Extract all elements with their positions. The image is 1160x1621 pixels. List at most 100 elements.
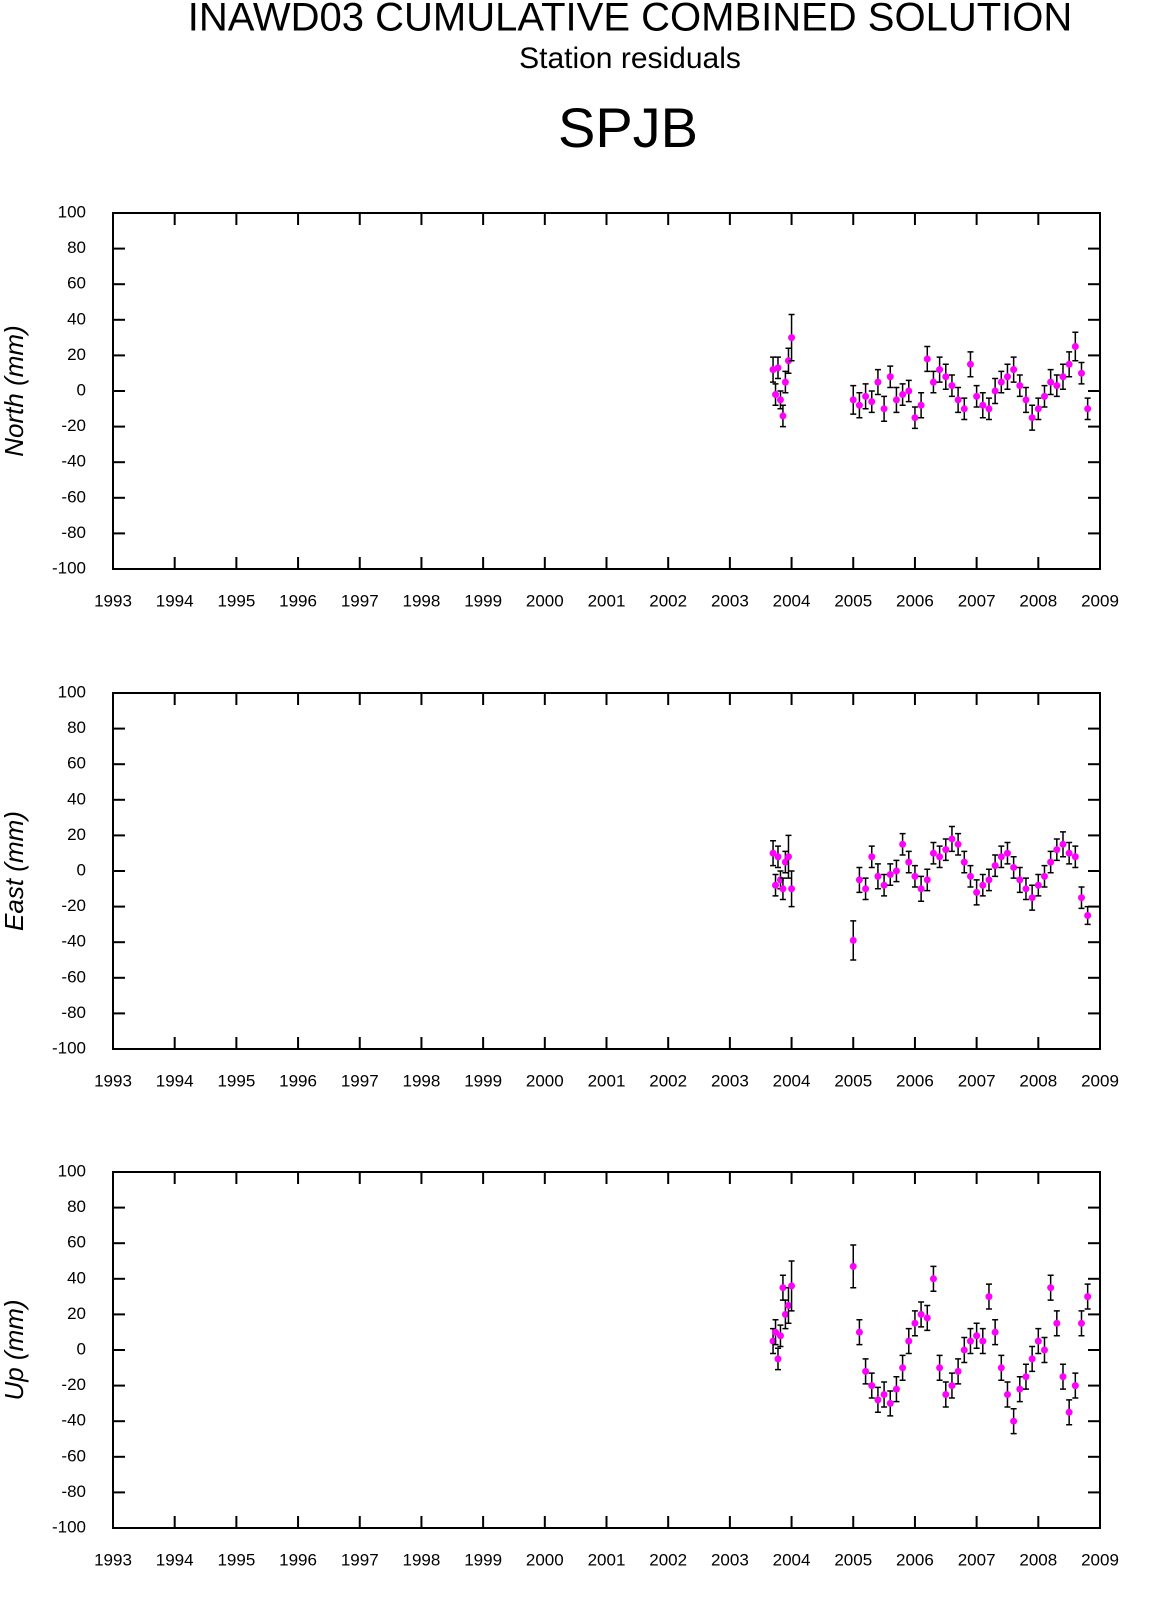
data-point: [917, 1310, 925, 1318]
y-tick-label: -60: [61, 1446, 86, 1465]
y-tick-label: 0: [77, 860, 86, 879]
y-tick-label: -60: [61, 967, 86, 986]
y-tick-label: 80: [67, 1197, 86, 1216]
x-tick-label: 2005: [834, 591, 872, 610]
data-point: [1040, 392, 1048, 400]
x-tick-label: 1999: [464, 591, 502, 610]
data-point: [985, 876, 993, 884]
data-point: [1010, 366, 1018, 374]
data-point: [1028, 894, 1036, 902]
data-point: [874, 872, 882, 880]
y-tick-label: 80: [67, 238, 86, 257]
y-tick-label: -60: [61, 487, 86, 506]
data-point: [899, 391, 907, 399]
x-tick-label: 1999: [464, 1550, 502, 1569]
data-point: [1040, 872, 1048, 880]
x-tick-label: 2005: [834, 1550, 872, 1569]
data-point: [966, 872, 974, 880]
data-point: [784, 853, 792, 861]
x-tick-label: 1999: [464, 1071, 502, 1090]
x-tick-label: 2004: [773, 1550, 811, 1569]
data-point: [886, 871, 894, 879]
data-point: [1077, 369, 1085, 377]
data-point: [997, 1364, 1005, 1372]
data-point: [923, 355, 931, 363]
data-point: [1034, 881, 1042, 889]
data-point: [862, 885, 870, 893]
y-tick-label: -20: [61, 896, 86, 915]
x-tick-label: 1995: [217, 1550, 255, 1569]
y-tick-label: 0: [77, 1339, 86, 1358]
data-point: [779, 1284, 787, 1292]
y-tick-label: 20: [67, 345, 86, 364]
y-tick-label: 60: [67, 1233, 86, 1252]
x-tick-label: 2005: [834, 1071, 872, 1090]
data-point: [880, 405, 888, 413]
data-point: [862, 1367, 870, 1375]
data-point: [1022, 885, 1030, 893]
data-point: [772, 1328, 780, 1336]
data-point: [1071, 853, 1079, 861]
data-point: [1059, 373, 1067, 381]
data-point: [1028, 1355, 1036, 1363]
data-point: [1028, 414, 1036, 422]
data-point: [779, 885, 787, 893]
data-point: [948, 382, 956, 390]
data-point: [1010, 1417, 1018, 1425]
data-point: [948, 1382, 956, 1390]
data-point: [954, 1367, 962, 1375]
data-point: [899, 1364, 907, 1372]
x-tick-label: 2007: [958, 591, 996, 610]
data-point: [1003, 849, 1011, 857]
data-point: [1034, 1337, 1042, 1345]
y-tick-label: -40: [61, 932, 86, 951]
station-name: SPJB: [558, 96, 698, 159]
data-point: [1016, 382, 1024, 390]
x-tick-label: 1996: [279, 1550, 317, 1569]
y-tick-label: -20: [61, 416, 86, 435]
y-tick-label: -80: [61, 1003, 86, 1022]
data-point: [1047, 378, 1055, 386]
y-tick-label: -40: [61, 452, 86, 471]
x-tick-label: 2006: [896, 1071, 934, 1090]
data-point: [1053, 382, 1061, 390]
x-tick-label: 2000: [526, 1071, 564, 1090]
y-axis-label: Up (mm): [0, 1299, 29, 1400]
y-tick-label: 40: [67, 309, 86, 328]
data-point: [942, 373, 950, 381]
data-point: [905, 1337, 913, 1345]
x-tick-label: 2009: [1081, 1071, 1119, 1090]
data-point: [942, 1391, 950, 1398]
figure-title: INAWD03 CUMULATIVE COMBINED SOLUTION: [188, 0, 1073, 40]
data-point: [1034, 405, 1042, 413]
x-tick-label: 1995: [217, 591, 255, 610]
data-point: [936, 853, 944, 861]
x-tick-label: 2001: [588, 1071, 626, 1090]
data-point: [991, 862, 999, 870]
data-point: [781, 858, 789, 866]
data-point: [849, 1262, 857, 1270]
y-tick-label: 100: [58, 1161, 86, 1180]
data-point: [954, 396, 962, 404]
x-tick-label: 2003: [711, 1550, 749, 1569]
y-tick-label: -100: [52, 1517, 86, 1536]
data-point: [1065, 849, 1073, 857]
x-tick-label: 1997: [341, 1550, 379, 1569]
data-point: [1047, 858, 1055, 866]
data-point: [997, 378, 1005, 386]
data-point: [769, 849, 777, 857]
x-tick-label: 2002: [649, 1071, 687, 1090]
data-point: [960, 858, 968, 866]
y-tick-label: 0: [77, 380, 86, 399]
data-point: [1003, 1391, 1011, 1398]
data-point: [874, 378, 882, 386]
data-point: [862, 392, 870, 400]
data-point: [960, 1346, 968, 1354]
x-tick-label: 2001: [588, 1550, 626, 1569]
data-point: [1040, 1346, 1048, 1354]
x-tick-label: 1998: [403, 591, 441, 610]
x-tick-label: 2002: [649, 1550, 687, 1569]
plot-frame: [112, 692, 1101, 1050]
data-point: [776, 1332, 784, 1340]
data-point: [985, 405, 993, 413]
